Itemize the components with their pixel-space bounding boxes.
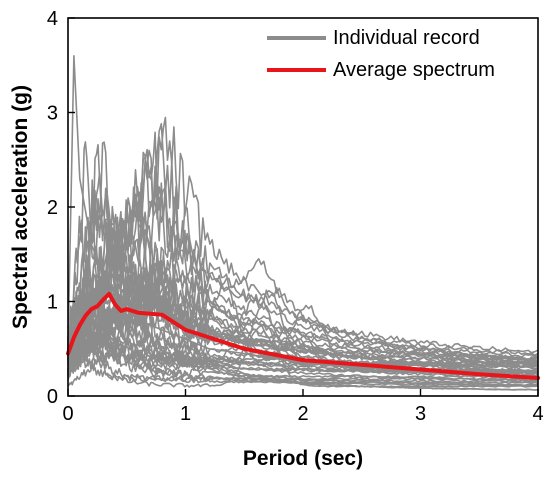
record-background-line [67,215,539,370]
record-background-line [67,180,539,354]
record-background-line [67,229,539,378]
average-spectrum-layer [66,291,540,380]
individual-record-line [67,55,539,378]
record-background-line [67,227,539,378]
y-axis-title: Spectral acceleration (g) [9,85,32,329]
y-tick-label: 4 [47,8,58,30]
individual-records-layer [67,55,539,391]
x-tick-label: 1 [180,403,191,425]
y-tick-label: 0 [47,386,58,408]
axes [67,17,539,397]
y-tick-label: 2 [47,197,58,219]
record-background-line [67,328,539,385]
record-background-line [67,340,539,383]
record-background-line [67,269,539,375]
x-axis-title: Period (sec) [243,447,363,470]
x-tick-label: 2 [297,403,308,425]
y-tick-label: 3 [47,103,58,125]
legend-label-individual-record: Individual record [333,27,480,49]
legend: Individual record Average spectrum [267,27,495,81]
x-tick-label: 0 [62,403,73,425]
y-tick-label: 1 [47,292,58,314]
average-spectrum-line [66,291,540,380]
record-background-line [67,220,539,387]
legend-label-average-spectrum: Average spectrum [333,59,495,81]
x-tick-label: 3 [415,403,426,425]
tick-labels: 0 1 2 3 4 0 1 2 3 4 [47,8,544,425]
x-tick-label: 4 [532,403,543,425]
